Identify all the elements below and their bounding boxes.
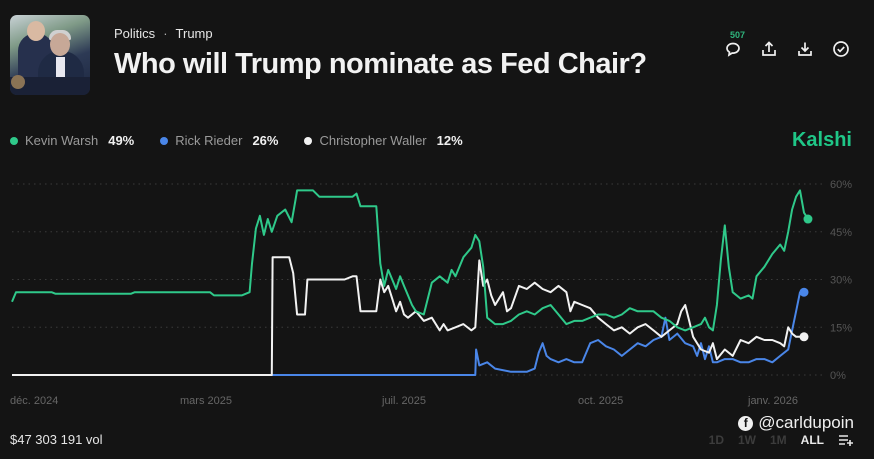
- legend-dot: [160, 136, 169, 145]
- facebook-icon: f: [738, 415, 754, 431]
- y-tick-label: 15%: [830, 322, 852, 334]
- y-tick-label: 45%: [830, 227, 852, 239]
- breadcrumb-subcategory[interactable]: Trump: [175, 26, 213, 41]
- series-endpoint-rick-rieder: [799, 287, 809, 297]
- legend-value: 49%: [108, 133, 135, 148]
- legend-item-rick-rieder[interactable]: Rick Rieder 26%: [160, 133, 278, 148]
- legend-name: Christopher Waller: [319, 133, 427, 148]
- comment-count-badge: 507: [730, 30, 746, 40]
- series-line-rick-rieder: [12, 291, 804, 376]
- action-bar: 507: [724, 30, 850, 58]
- legend-value: 12%: [436, 133, 463, 148]
- series-line-kevin-warsh: [11, 189, 809, 332]
- legend-name: Kevin Warsh: [25, 133, 99, 148]
- range-all[interactable]: ALL: [800, 433, 824, 447]
- resolve-button[interactable]: [832, 40, 850, 58]
- legend-dot: [304, 136, 313, 145]
- legend-name: Rick Rieder: [175, 133, 243, 148]
- page-title: Who will Trump nominate as Fed Chair?: [114, 48, 647, 80]
- add-to-list-icon[interactable]: [838, 434, 854, 446]
- kalshi-logo: Kalshi: [791, 129, 852, 151]
- comment-icon: [726, 42, 740, 57]
- x-tick-label: déc. 2024: [10, 395, 58, 407]
- x-tick-label: oct. 2025: [578, 395, 623, 407]
- x-tick-label: juil. 2025: [381, 395, 426, 407]
- market-thumbnail: [10, 15, 90, 95]
- legend-dot: [10, 136, 18, 145]
- legend-item-kevin-warsh[interactable]: Kevin Warsh 49%: [10, 133, 134, 148]
- y-tick-label: 60%: [830, 179, 852, 191]
- check-circle-icon: [833, 41, 849, 57]
- comments-button[interactable]: 507: [724, 30, 745, 58]
- breadcrumb-category[interactable]: Politics: [114, 26, 156, 41]
- legend-value: 26%: [252, 133, 279, 148]
- y-tick-label: 30%: [830, 275, 852, 287]
- watermark: f @carldupoin: [738, 413, 854, 433]
- time-range-selector: 1D 1W 1M ALL: [709, 433, 854, 447]
- download-button[interactable]: [796, 40, 814, 58]
- series-endpoint-christopher-waller: [799, 332, 809, 342]
- series-line-christopher-waller: [12, 256, 804, 376]
- breadcrumb: Politics · Trump: [114, 26, 213, 41]
- range-1d[interactable]: 1D: [708, 433, 724, 447]
- x-tick-label: janv. 2026: [747, 395, 798, 407]
- chart-legend: Kevin Warsh 49% Rick Rieder 26% Christop…: [10, 133, 463, 148]
- download-icon: [798, 42, 812, 56]
- range-1w[interactable]: 1W: [738, 433, 756, 447]
- volume-label: $47 303 191 vol: [10, 432, 103, 447]
- y-tick-label: 0%: [830, 370, 846, 382]
- breadcrumb-separator: ·: [163, 26, 168, 41]
- share-icon: [762, 41, 776, 56]
- price-history-chart[interactable]: 0% 15% 30% 45% 60% déc. 2024 mars 2025 juil. 20…: [0, 170, 874, 410]
- series-endpoint-kevin-warsh: [803, 214, 813, 224]
- watermark-handle: @carldupoin: [758, 413, 854, 432]
- legend-item-christopher-waller[interactable]: Christopher Waller 12%: [304, 133, 463, 148]
- share-button[interactable]: [760, 40, 778, 58]
- x-tick-label: mars 2025: [180, 395, 232, 407]
- range-1m[interactable]: 1M: [770, 433, 787, 447]
